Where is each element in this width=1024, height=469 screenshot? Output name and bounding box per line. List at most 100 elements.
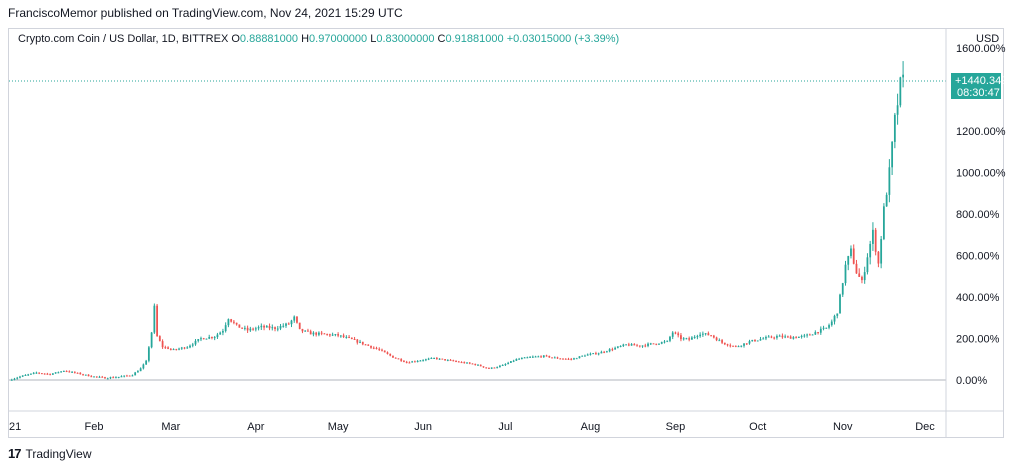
candle-body <box>751 339 754 342</box>
candle-body <box>499 365 501 368</box>
candle-body <box>30 373 32 375</box>
candle-body <box>542 355 545 358</box>
candle-body <box>309 331 312 335</box>
candle-body <box>899 77 902 106</box>
candle-body <box>298 322 301 329</box>
x-tick-label: Jun <box>414 421 432 433</box>
candle-body <box>438 358 441 360</box>
candle-body <box>416 361 419 363</box>
candle-body <box>441 358 444 360</box>
candle-body <box>770 336 773 338</box>
candle-body <box>740 345 743 347</box>
candle-body <box>10 379 13 381</box>
candle-body <box>833 315 836 322</box>
candle-body <box>260 325 263 328</box>
candle-body <box>655 343 658 345</box>
candle-body <box>830 321 833 326</box>
high-label: H <box>301 33 310 45</box>
candle-body <box>797 336 800 338</box>
candle-body <box>46 373 49 375</box>
candle-body <box>328 334 331 336</box>
candle-body <box>43 373 46 375</box>
close-value: 0.91881000 <box>445 33 504 45</box>
candle-body <box>847 256 850 265</box>
candle-body <box>394 357 397 359</box>
candle-body <box>62 370 65 372</box>
candle-body <box>265 326 268 328</box>
candle-body <box>213 337 216 339</box>
candle-body <box>257 327 260 329</box>
candle-body <box>60 371 63 373</box>
candle-body <box>128 375 131 377</box>
candle-body <box>666 340 669 342</box>
candle-body <box>139 368 142 372</box>
candle-body <box>241 327 244 329</box>
candle-body <box>194 340 197 345</box>
low-label: L <box>370 33 377 45</box>
tradingview-footer[interactable]: 17 TradingView <box>8 446 92 461</box>
candle-body <box>51 373 54 375</box>
candle-body <box>337 334 340 336</box>
candle-body <box>501 365 504 367</box>
candle-body <box>147 347 150 361</box>
y-tick-label: 200.00% <box>956 334 1000 346</box>
candle-body <box>792 337 795 339</box>
y-tick-label: 600.00% <box>956 251 1000 263</box>
candle-body <box>841 283 844 295</box>
candle-body <box>776 336 778 338</box>
candle-body <box>356 339 359 343</box>
candle-body <box>745 343 748 345</box>
candle-body <box>153 305 156 333</box>
candle-body <box>315 332 318 335</box>
x-tick-label: Nov <box>833 421 853 433</box>
candle-body <box>488 367 490 369</box>
candle-body <box>786 336 789 338</box>
candle-body <box>65 370 68 372</box>
candle-body <box>778 335 781 337</box>
candle-body <box>211 336 213 338</box>
chart-frame[interactable] <box>8 28 1004 438</box>
candle-body <box>49 373 52 375</box>
candle-body <box>570 358 573 360</box>
y-tick-label: 0.00% <box>956 375 987 387</box>
candle-body <box>202 338 205 340</box>
candle-body <box>548 355 551 358</box>
candle-body <box>652 343 655 345</box>
candle-body <box>866 257 869 273</box>
candle-body <box>68 371 71 373</box>
candle-body <box>693 336 696 338</box>
candle-body <box>180 347 183 349</box>
candle-body <box>120 376 123 378</box>
candle-body <box>855 263 858 274</box>
candle-body <box>729 345 732 347</box>
open-value: 0.88881000 <box>239 33 299 45</box>
candle-body <box>759 339 762 341</box>
candle-body <box>869 243 872 258</box>
candle-body <box>671 332 674 337</box>
candle-body <box>435 357 438 360</box>
candle-body <box>616 346 619 348</box>
candle-body <box>682 338 685 340</box>
candle-body <box>641 345 644 347</box>
candle-body <box>493 367 496 369</box>
y-tick-label: 1200.00% <box>956 126 1006 138</box>
tradingview-logo-icon: 17 <box>8 446 22 461</box>
candle-body <box>411 361 414 363</box>
candle-body <box>296 316 298 323</box>
candle-body <box>222 331 224 333</box>
candle-body <box>680 335 682 340</box>
candle-body <box>424 359 427 361</box>
candle-body <box>27 374 30 376</box>
candle-body <box>844 264 847 284</box>
candle-body <box>279 326 282 329</box>
candle-body <box>200 338 202 340</box>
candle-body <box>504 364 507 366</box>
x-tick-label: Mar <box>161 421 180 433</box>
candle-body <box>79 372 82 375</box>
candle-body <box>737 346 740 348</box>
candle-body <box>795 337 798 339</box>
candle-body <box>534 356 537 358</box>
candle-body <box>301 328 304 332</box>
candle-body <box>526 357 529 359</box>
